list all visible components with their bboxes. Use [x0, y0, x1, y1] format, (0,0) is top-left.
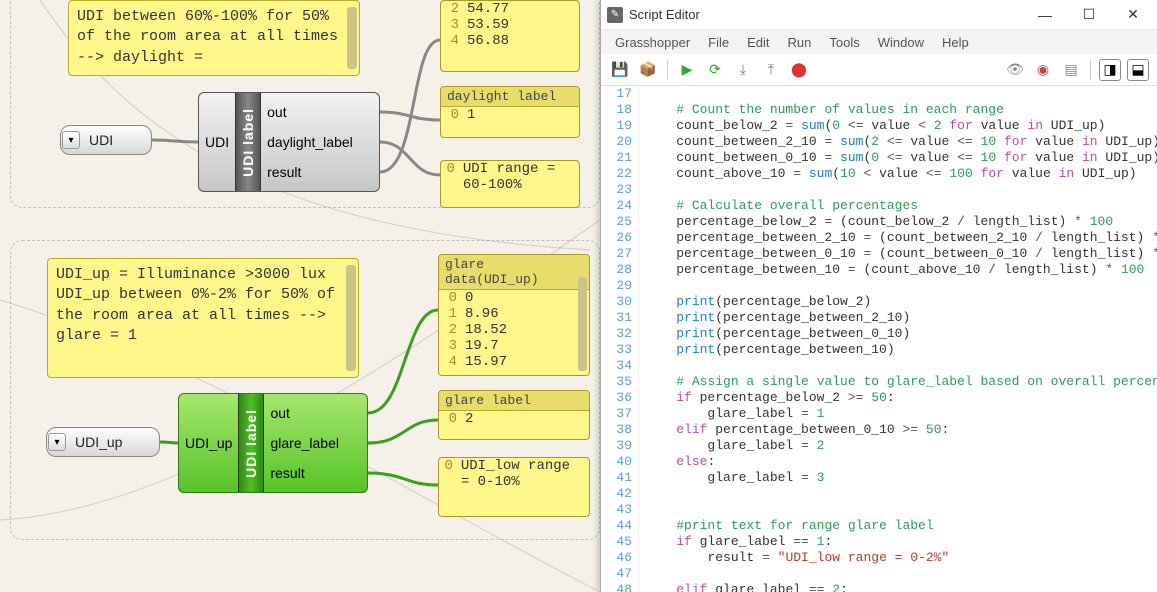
- param-udi-up[interactable]: ▾ UDI_up: [46, 427, 160, 457]
- panel-row: 353.59: [441, 17, 579, 33]
- minimize-button[interactable]: ―: [1023, 0, 1067, 29]
- panel-row: 00: [439, 290, 589, 306]
- app-icon: ✎: [607, 7, 623, 23]
- data-panel[interactable]: daylight label01: [440, 86, 580, 138]
- data-panel[interactable]: 254.77353.59456.88: [440, 0, 580, 72]
- panel-row: 0UDI range = 60-100%: [441, 161, 579, 193]
- panel-row: 319.7: [439, 338, 589, 354]
- panel-header: glare data(UDI_up): [439, 255, 589, 290]
- component-title-strip: UDI label: [238, 394, 264, 492]
- stop-icon[interactable]: ⬤: [788, 59, 810, 81]
- data-panel[interactable]: glare label0 2: [438, 390, 590, 440]
- code-text[interactable]: # Count the number of values in each ran…: [639, 86, 1157, 592]
- panel-row: 0 2: [439, 411, 589, 427]
- param-label: UDI: [81, 132, 121, 148]
- panel-left-icon[interactable]: ◨: [1099, 59, 1121, 81]
- code-area[interactable]: 1718192021222324252627282930313233343536…: [601, 86, 1157, 592]
- scrollbar[interactable]: [578, 277, 587, 371]
- note-panel[interactable]: UDI_up = Illuminance >3000 lux UDI_up be…: [47, 258, 359, 378]
- component-title-strip: UDI label: [235, 93, 261, 191]
- panel-row: 415.97: [439, 354, 589, 370]
- panel-row: 254.77: [441, 1, 579, 17]
- eye-icon[interactable]: 👁: [1004, 59, 1026, 81]
- panel-row: 456.88: [441, 33, 579, 49]
- line-gutter: 1718192021222324252627282930313233343536…: [601, 86, 639, 592]
- note-text: UDI_up = Illuminance >3000 lux UDI_up be…: [56, 266, 335, 344]
- output-port[interactable]: out: [270, 403, 339, 423]
- panel-header: glare label: [439, 391, 589, 411]
- menu-item[interactable]: Run: [780, 33, 820, 52]
- breakpoint-icon[interactable]: ◉: [1032, 59, 1054, 81]
- menu-item[interactable]: Window: [870, 33, 932, 52]
- scrollbar[interactable]: [347, 7, 357, 69]
- chevron-down-icon[interactable]: ▾: [62, 131, 80, 149]
- output-port[interactable]: glare_label: [270, 433, 339, 453]
- step-in-icon[interactable]: ⤓: [732, 59, 754, 81]
- output-port[interactable]: result: [270, 463, 339, 483]
- panel-row: 18.96: [439, 306, 589, 322]
- output-port[interactable]: daylight_label: [267, 132, 353, 152]
- param-label: UDI_up: [67, 434, 130, 450]
- panel-bottom-icon[interactable]: ⬓: [1127, 59, 1149, 81]
- save-icon[interactable]: 💾: [609, 59, 631, 81]
- input-port[interactable]: UDI: [205, 132, 229, 152]
- output-port[interactable]: out: [267, 102, 353, 122]
- note-panel[interactable]: UDI between 60%-100% for 50% of the room…: [68, 0, 360, 76]
- step-out-icon[interactable]: ⤒: [760, 59, 782, 81]
- chevron-down-icon[interactable]: ▾: [48, 433, 66, 451]
- maximize-button[interactable]: ☐: [1067, 0, 1111, 29]
- toolbar: 💾 📦 ▶ ⟳ ⤓ ⤒ ⬤ 👁 ◉ ▤ ◨ ⬓: [601, 54, 1157, 86]
- play-icon[interactable]: ▶: [676, 59, 698, 81]
- scrollbar[interactable]: [346, 265, 356, 371]
- window-title: Script Editor: [629, 7, 1023, 22]
- menu-item[interactable]: Tools: [821, 33, 867, 52]
- panel-header: daylight label: [441, 87, 579, 107]
- data-panel[interactable]: 0UDI range = 60-100%: [440, 160, 580, 208]
- separator: [1090, 60, 1091, 80]
- script-editor-window: ✎ Script Editor ― ☐ ✕ Grasshopper File E…: [600, 0, 1157, 592]
- param-udi[interactable]: ▾ UDI: [60, 125, 152, 155]
- panel-row: 218.52: [439, 322, 589, 338]
- menu-item[interactable]: Grasshopper: [607, 33, 698, 52]
- window-titlebar[interactable]: ✎ Script Editor ― ☐ ✕: [601, 0, 1157, 30]
- data-panel[interactable]: 0UDI_low range = 0-10%: [438, 457, 590, 517]
- menu-item[interactable]: Help: [934, 33, 977, 52]
- menu-bar: Grasshopper File Edit Run Tools Window H…: [601, 30, 1157, 54]
- note-text: UDI between 60%-100% for 50% of the room…: [77, 8, 338, 66]
- component-udi-up-label[interactable]: UDI_up UDI label out glare_label result: [178, 393, 368, 493]
- package-icon[interactable]: 📦: [637, 59, 659, 81]
- list-icon[interactable]: ▤: [1060, 59, 1082, 81]
- close-button[interactable]: ✕: [1111, 0, 1155, 29]
- reset-icon[interactable]: ⟳: [704, 59, 726, 81]
- input-port[interactable]: UDI_up: [185, 433, 232, 453]
- output-port[interactable]: result: [267, 162, 353, 182]
- panel-row: 0UDI_low range = 0-10%: [439, 458, 589, 490]
- data-panel[interactable]: glare data(UDI_up)0018.96218.52319.7415.…: [438, 254, 590, 376]
- component-udi-label[interactable]: UDI UDI label out daylight_label result: [198, 92, 380, 192]
- separator: [667, 60, 668, 80]
- panel-row: 01: [441, 107, 579, 123]
- menu-item[interactable]: Edit: [739, 33, 777, 52]
- menu-item[interactable]: File: [700, 33, 737, 52]
